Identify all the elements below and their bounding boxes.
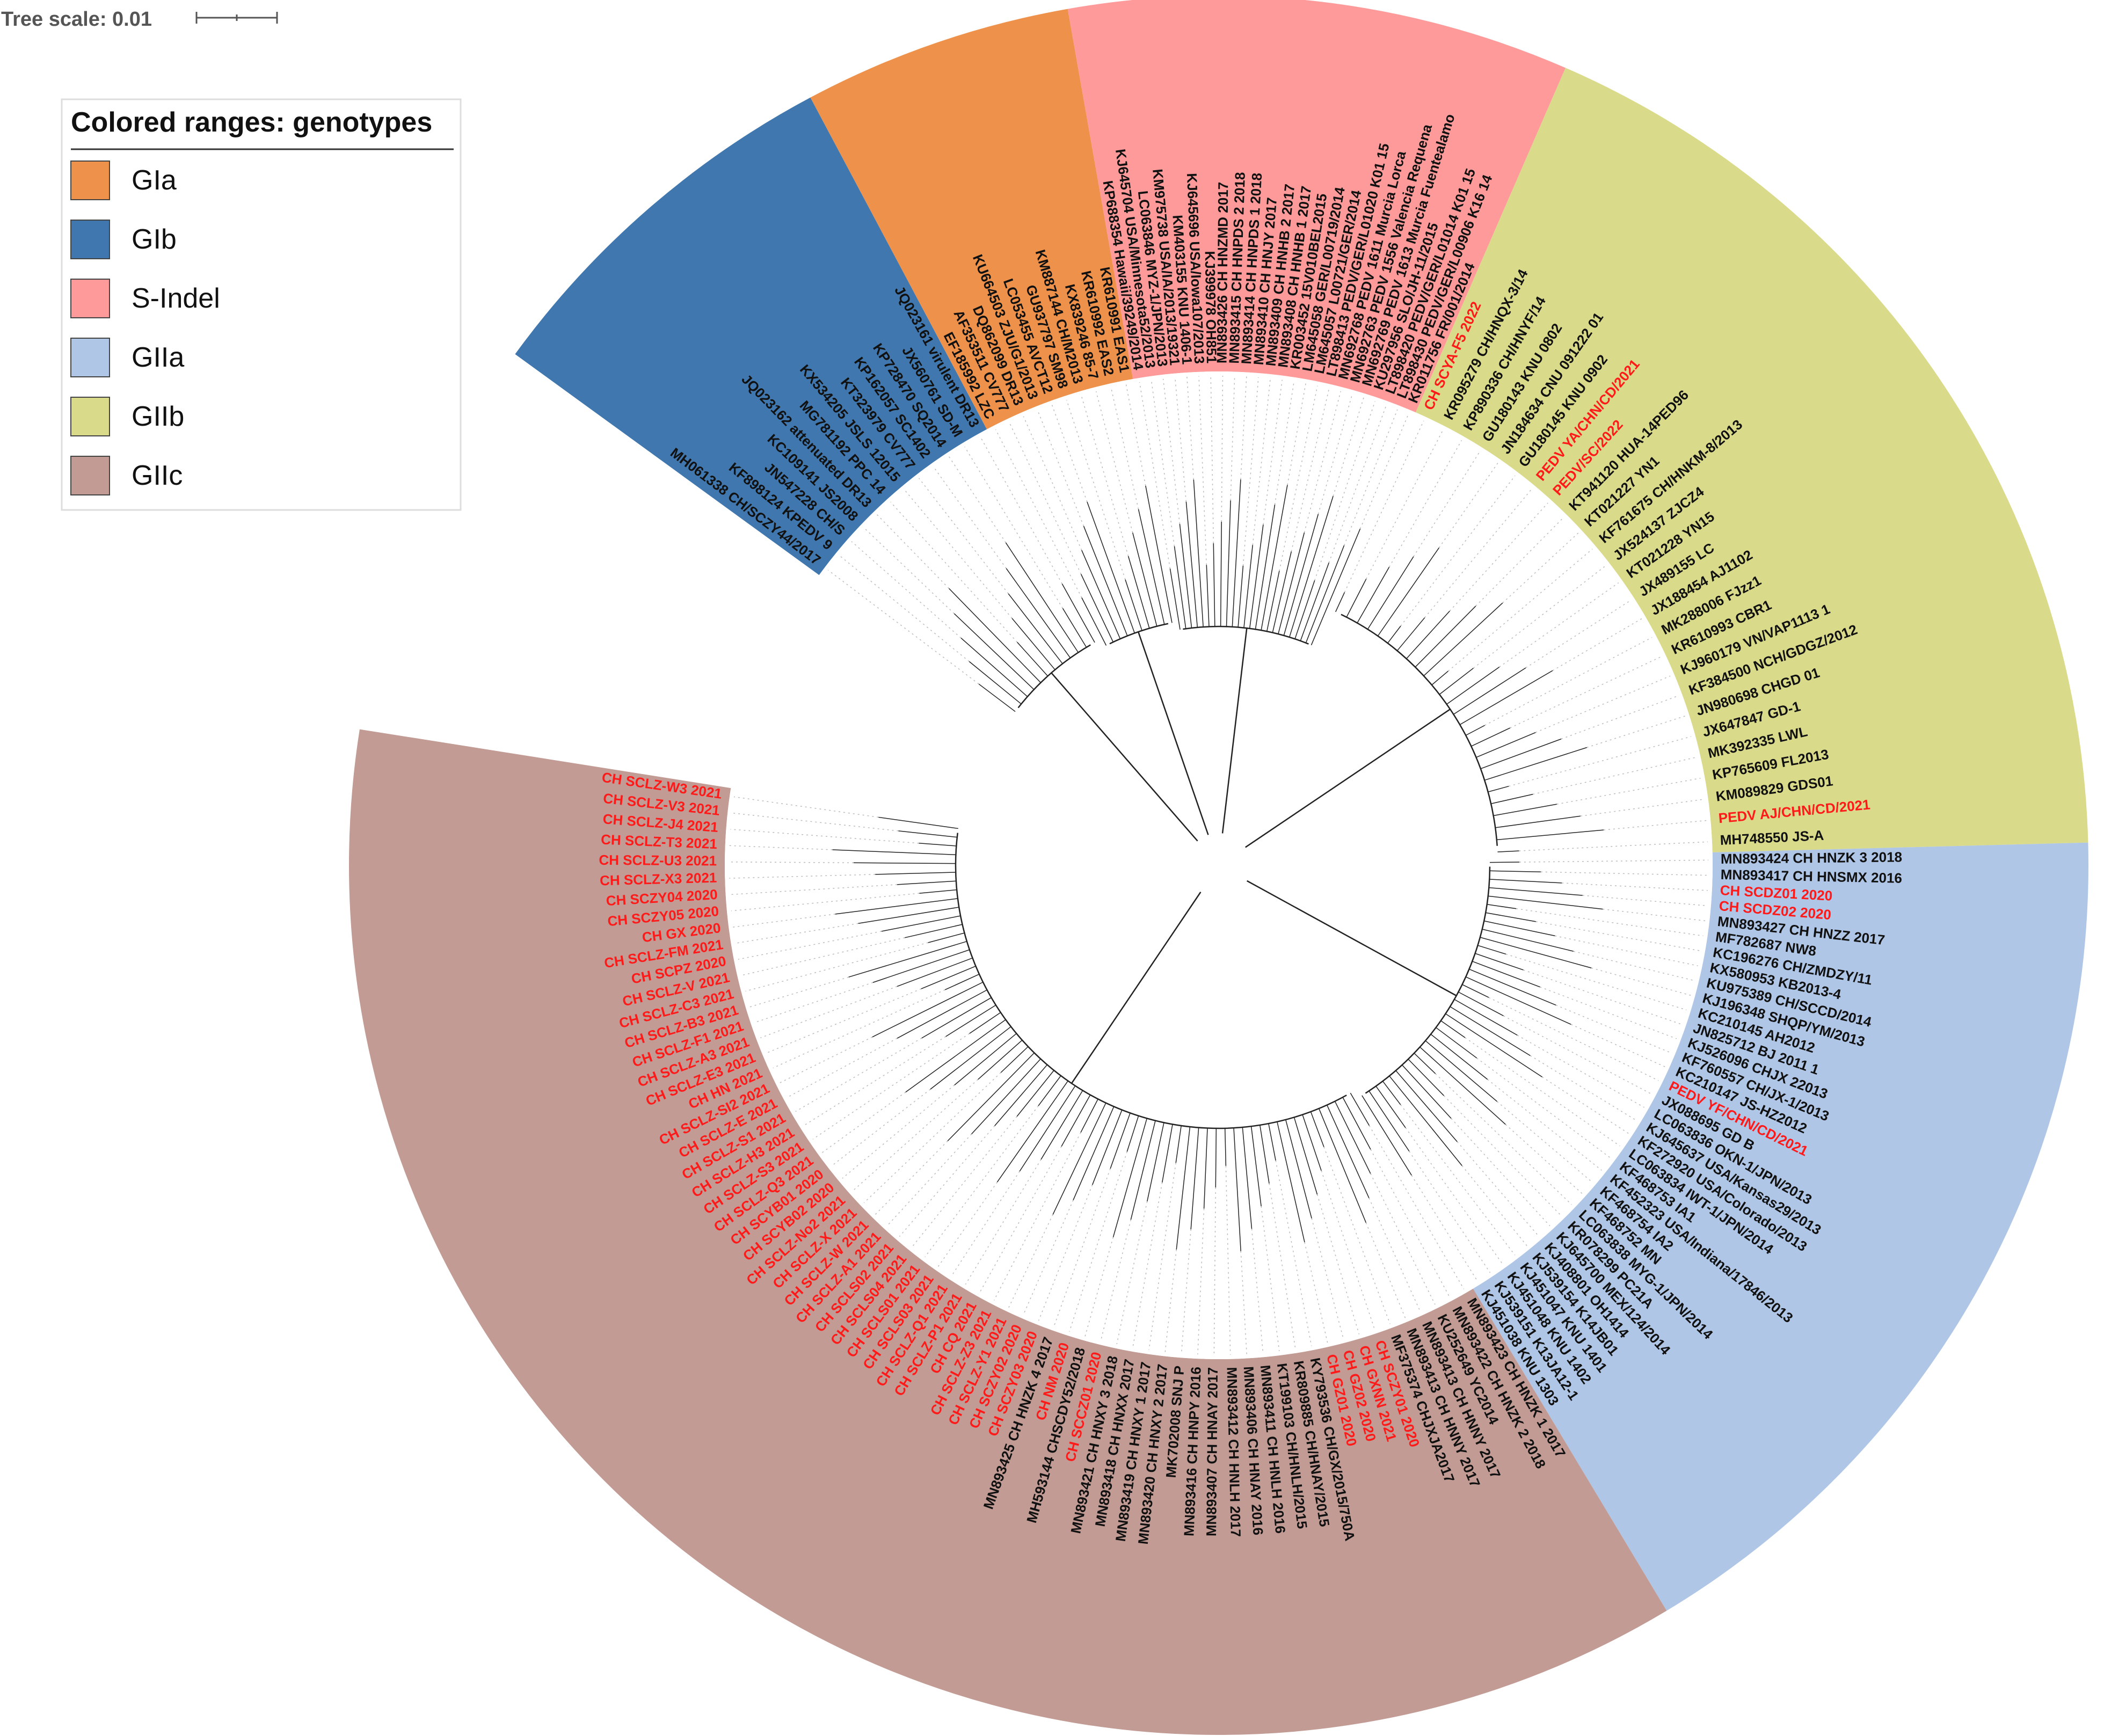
tree-scale-bar — [195, 12, 278, 24]
leaf-label: MN893407 CH HNAY 2017 — [1203, 1367, 1221, 1536]
tree-scale-label: Tree scale: 0.01 — [1, 8, 152, 31]
leaf-label: CH SCLZ-X3 2021 — [600, 870, 717, 889]
legend-box — [61, 98, 462, 511]
leaf-label: MN893417 CH HNSMX 2016 — [1721, 866, 1903, 886]
sector-gia — [810, 9, 1133, 429]
leaf-label: KJ399978 OH851 — [1202, 251, 1220, 363]
inner-disk — [725, 371, 1713, 1359]
legend-label: S-Indel — [132, 283, 220, 314]
legend-label: GIIb — [132, 401, 184, 432]
sector-giia — [1473, 842, 2088, 1611]
legend-label: GIb — [132, 224, 177, 255]
sector-giib — [1415, 68, 2088, 852]
legend-swatch — [70, 279, 110, 318]
legend-label: GIIc — [132, 460, 183, 491]
sector-giic — [348, 729, 1667, 1735]
legend-title: Colored ranges: genotypes — [71, 107, 432, 138]
legend-swatch — [70, 456, 110, 495]
legend-swatch — [70, 397, 110, 436]
tree-scale: Tree scale: 0.01 — [1, 8, 278, 31]
legend: Colored ranges: genotypes GIa GIb S-Indel G… — [61, 98, 462, 511]
legend-label: GIIa — [132, 342, 184, 373]
tree-branches — [729, 376, 1708, 1355]
sector-gib — [515, 97, 987, 575]
legend-label: GIa — [132, 165, 177, 196]
legend-swatch — [70, 161, 110, 200]
sector-s-indel — [1067, 0, 1566, 413]
leaf-label: CH SCLZ-U3 2021 — [599, 852, 717, 869]
genotype-sectors — [348, 0, 2088, 1735]
legend-swatch — [70, 338, 110, 377]
leaf-label: MN893426 CH HNZMD 2017 — [1214, 182, 1232, 363]
legend-swatch — [70, 220, 110, 259]
leaf-label: MN893424 CH HNZK 3 2018 — [1721, 849, 1902, 867]
